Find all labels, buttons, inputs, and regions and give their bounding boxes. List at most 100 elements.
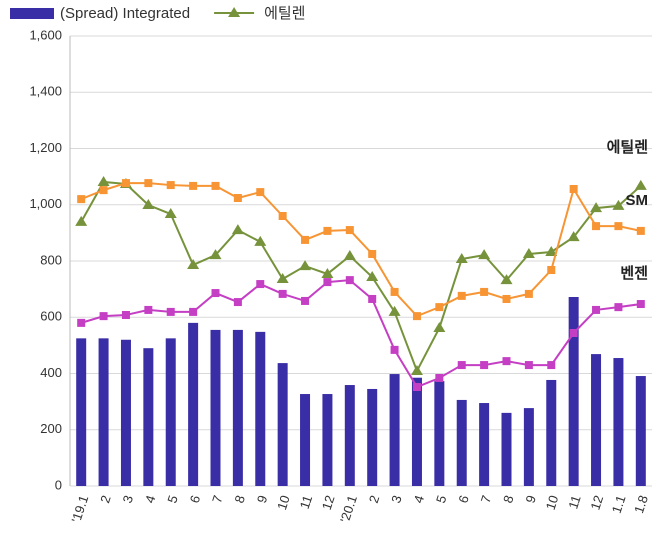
bar [591, 354, 602, 486]
y-tick-label: 200 [40, 421, 62, 436]
x-tick-label: '19.1 [68, 493, 91, 524]
bar [277, 363, 288, 486]
marker [433, 321, 446, 332]
marker [567, 231, 580, 242]
x-tick-label: 4 [142, 493, 159, 505]
bar [76, 338, 87, 486]
line [80, 279, 641, 389]
bar [546, 379, 557, 486]
marker [636, 226, 645, 235]
marker [343, 249, 356, 260]
y-tick-label: 1,000 [29, 196, 62, 211]
marker [390, 345, 399, 354]
marker [75, 215, 88, 226]
y-tick-label: 1,400 [29, 84, 62, 99]
bar [456, 399, 467, 486]
marker [231, 224, 244, 235]
marker [99, 186, 108, 195]
marker [323, 278, 332, 287]
x-tick-label: 9 [254, 493, 271, 505]
marker [142, 199, 155, 210]
x-tick-label: 10 [543, 493, 562, 511]
x-tick-label: 6 [187, 493, 204, 505]
marker [301, 235, 310, 244]
marker [457, 361, 466, 370]
bar [188, 322, 199, 486]
x-tick-label: 5 [164, 493, 181, 505]
bar [479, 403, 490, 486]
x-tick-label: 11 [297, 493, 315, 510]
marker [211, 289, 220, 298]
bar [367, 388, 378, 486]
marker [299, 260, 312, 271]
marker [345, 226, 354, 235]
x-tick-label: 10 [274, 493, 293, 511]
bar [300, 394, 311, 486]
marker [278, 289, 287, 298]
marker [368, 294, 377, 303]
marker [634, 179, 647, 190]
x-tick-label: 7 [209, 493, 226, 505]
bar [143, 348, 154, 486]
marker [345, 276, 354, 285]
x-tick-label: 2 [366, 493, 383, 505]
marker [189, 181, 198, 190]
marker [99, 312, 108, 321]
y-tick-label: 0 [55, 477, 62, 492]
marker [77, 318, 86, 327]
marker [77, 195, 86, 204]
marker [614, 222, 623, 231]
x-tick-label: 3 [120, 493, 137, 505]
bar [344, 385, 355, 486]
marker [412, 383, 421, 391]
y-tick-label: 1,600 [29, 27, 62, 42]
marker [592, 305, 601, 314]
x-tick-label: 7 [478, 493, 495, 505]
x-tick-label: '20.1 [337, 493, 360, 524]
bar [165, 338, 176, 486]
marker [612, 199, 625, 210]
bar [232, 329, 243, 486]
marker [164, 208, 177, 219]
x-tick-label: 12 [319, 493, 338, 511]
marker [502, 357, 511, 366]
marker [121, 311, 130, 319]
x-tick-label: 2 [97, 493, 114, 505]
marker [410, 364, 423, 375]
legend-marker [228, 7, 241, 17]
marker [144, 305, 153, 314]
marker [547, 266, 556, 274]
marker [97, 175, 110, 186]
marker [166, 307, 175, 316]
marker [614, 303, 623, 312]
x-tick-label: 3 [388, 493, 405, 505]
marker [144, 179, 153, 188]
marker [524, 289, 533, 298]
marker [189, 307, 198, 316]
x-tick-label: 1.8 [631, 493, 651, 515]
line [80, 180, 642, 374]
end-label: 벤젠 [620, 265, 648, 282]
marker [321, 267, 334, 278]
marker [569, 329, 578, 337]
marker [545, 246, 558, 256]
legend-label: (Spread) Integrated [60, 5, 190, 22]
bar [568, 297, 579, 486]
marker [256, 188, 265, 197]
legend-swatch [10, 8, 54, 19]
x-tick-label: 4 [411, 493, 428, 505]
bar [98, 338, 109, 486]
marker [166, 181, 175, 190]
marker [276, 273, 289, 283]
marker [455, 253, 468, 264]
legend-label: 에틸렌 [264, 5, 305, 22]
marker [590, 202, 603, 213]
marker [388, 305, 401, 316]
marker [480, 361, 489, 370]
marker [435, 303, 444, 312]
bar [389, 374, 400, 486]
marker [187, 258, 200, 269]
line [80, 182, 642, 318]
bar [501, 412, 512, 486]
